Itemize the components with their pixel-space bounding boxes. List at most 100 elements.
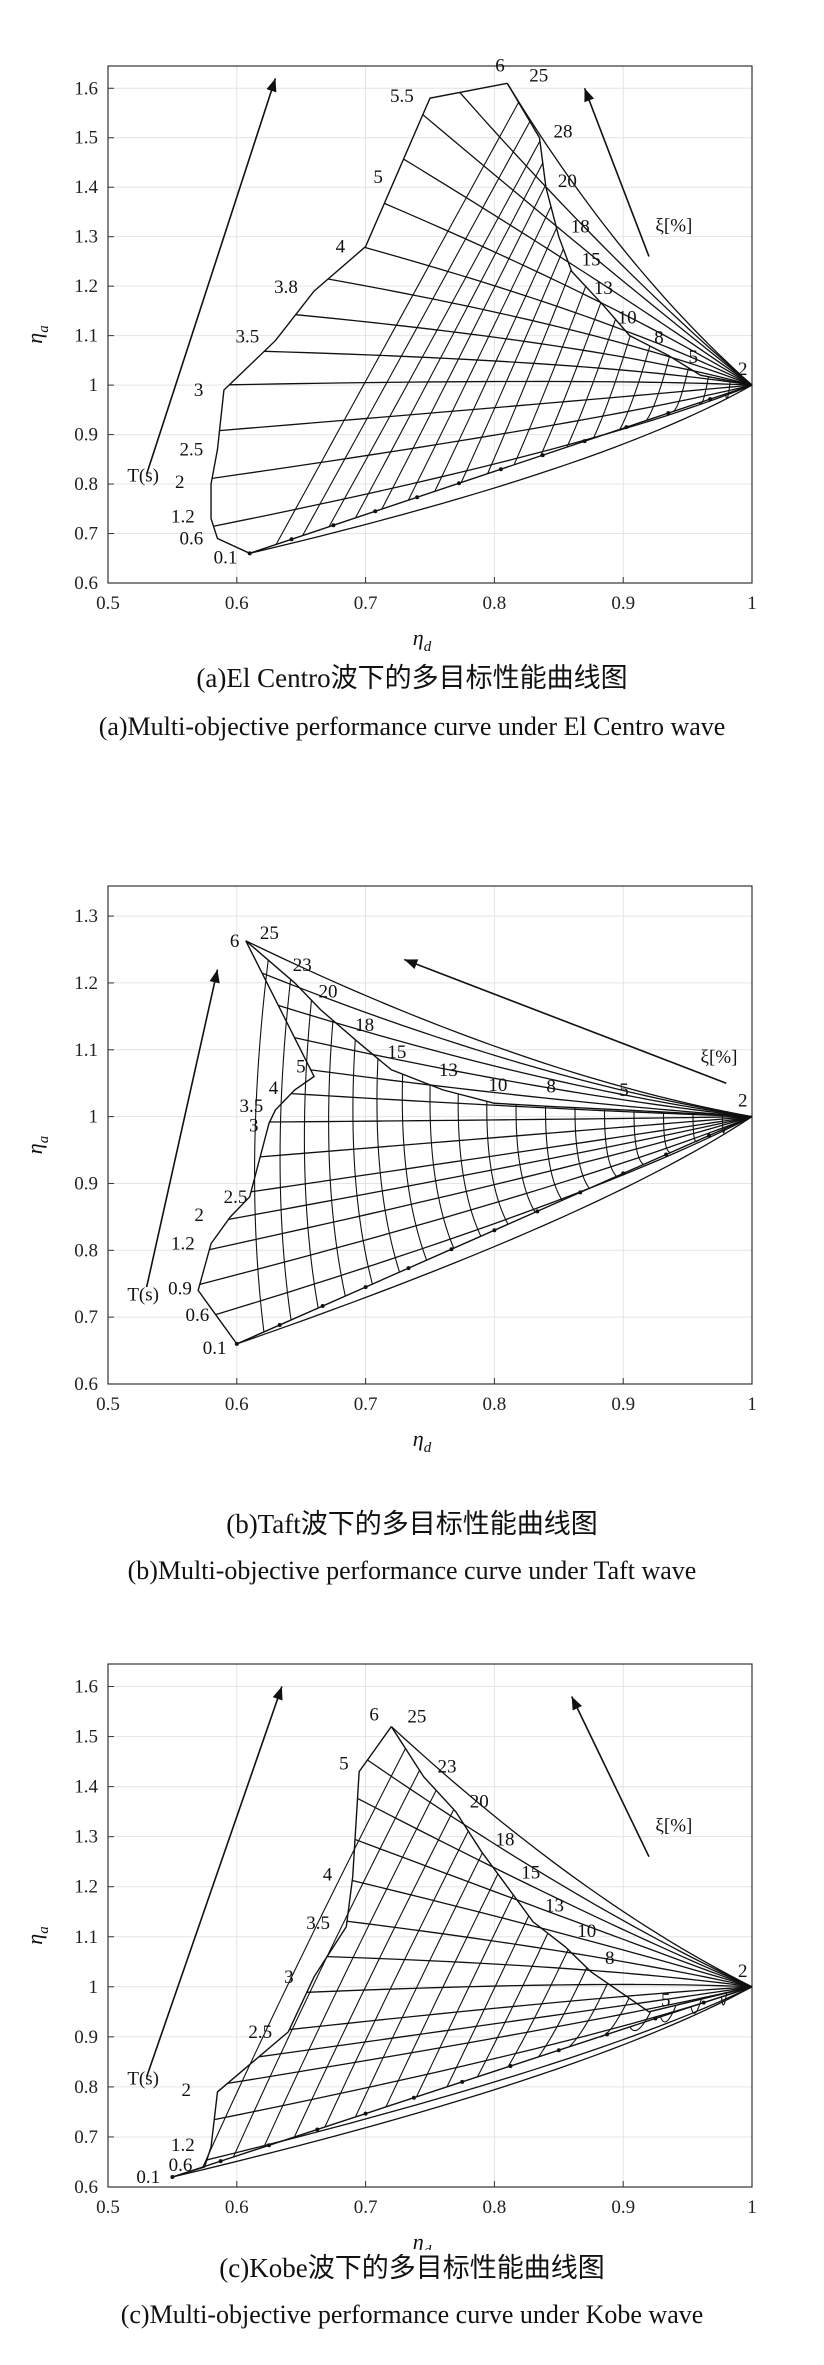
mesh-node	[664, 1152, 669, 1157]
period-curve	[172, 1986, 753, 2178]
period-curve	[310, 1069, 753, 1118]
damping-curve	[568, 1983, 609, 2048]
period-curve	[294, 1036, 753, 1118]
period-label: 0.1	[136, 2167, 160, 2188]
y-tick-label: 0.8	[74, 474, 98, 495]
damping-label: 25	[260, 923, 279, 944]
mesh-node	[363, 2111, 368, 2116]
period-boundary	[210, 82, 508, 554]
damping-boundary	[506, 82, 753, 386]
damping-label: 10	[577, 1921, 596, 1942]
damping-label: 5	[688, 347, 698, 368]
period-label: 5	[296, 1057, 306, 1078]
damping-label: 5	[661, 1990, 671, 2011]
period-curve	[327, 278, 753, 386]
period-curve	[390, 1726, 753, 1988]
damping-label: 15	[387, 1042, 406, 1063]
mesh-node	[621, 1171, 626, 1176]
y-tick-label: 0.7	[74, 2127, 98, 2148]
y-tick-label: 0.8	[74, 2077, 98, 2098]
damping-curve	[354, 1852, 483, 2118]
mesh-node	[556, 2048, 561, 2053]
x-tick-label: 0.8	[483, 1394, 507, 1415]
damping-curve	[352, 1039, 373, 1285]
y-tick-label: 1.5	[74, 128, 98, 149]
caption-cn-c: (c)Kobe波下的多目标性能曲线图	[219, 2253, 605, 2283]
damping-axis-label: ξ[%]	[655, 216, 692, 237]
damping-curve	[672, 367, 690, 413]
damping-curve	[381, 184, 547, 510]
period-curve	[199, 1116, 753, 1286]
period-curve	[278, 1004, 753, 1118]
damping-label: 13	[545, 1896, 564, 1917]
period-boundary	[197, 940, 315, 1345]
mesh-node	[234, 1341, 239, 1346]
x-tick-label: 1	[747, 1394, 757, 1415]
mesh-node	[415, 495, 420, 500]
mesh-node	[247, 551, 252, 556]
figure-b: 0.5 0.6 0.7 0.8 0.9 1 0.6 0.7 0.8 0.9 1 1.1 1.2 1.3 ηd…	[0, 840, 824, 1640]
period-curve	[219, 384, 753, 432]
damping-arrow-shaft	[403, 958, 727, 1084]
mesh-node	[331, 523, 336, 528]
period-curve	[306, 1983, 753, 1993]
period-label: 3.5	[239, 1096, 263, 1117]
chart-b: 0.5 0.6 0.7 0.8 0.9 10.60.70.80.911.11.21.3ηd…	[22, 885, 757, 1456]
damping-curve	[446, 1915, 530, 2088]
damping-curve	[324, 1830, 469, 2128]
damping-curve	[690, 1998, 702, 2014]
period-label: 3.5	[306, 1913, 330, 1934]
mesh-node	[373, 509, 378, 514]
damping-curve	[619, 345, 651, 430]
damping-curve	[574, 1107, 590, 1189]
caption-en-b: (b)Multi-objective performance curve und…	[127, 1556, 697, 1585]
period-curve	[245, 940, 753, 1118]
period-arrow-head	[272, 1686, 283, 1701]
damping-label: 25	[407, 1707, 426, 1728]
damping-label: 13	[439, 1060, 458, 1081]
damping-curve	[354, 162, 544, 519]
y-tick-label: 1.2	[74, 276, 98, 297]
damping-label: 2	[738, 359, 748, 380]
damping-arrow-head	[584, 88, 595, 103]
performance-mesh	[197, 940, 753, 1346]
damping-label: 13	[594, 278, 613, 299]
period-axis-label: T(s)	[127, 2068, 159, 2089]
damping-curve	[513, 286, 587, 466]
damping-curve	[376, 1058, 401, 1273]
mesh-node	[653, 2016, 658, 2021]
damping-boundary	[390, 1726, 753, 2013]
y-tick-label: 0.6	[74, 573, 98, 594]
damping-curve	[698, 376, 709, 405]
damping-curve	[645, 356, 671, 421]
mesh-node	[456, 481, 461, 486]
period-label: 1.2	[171, 507, 195, 528]
mesh-node	[707, 1133, 712, 1138]
mesh-node	[267, 2143, 271, 2148]
y-tick-label: 1.4	[74, 177, 98, 198]
plot-frame	[107, 885, 753, 1385]
y-tick-label: 1.3	[74, 906, 98, 927]
damping-label: 18	[355, 1015, 374, 1036]
x-tick-label: 0.5	[96, 2197, 120, 2218]
mesh-node	[170, 2174, 175, 2179]
x-axis-label: ηd	[413, 625, 432, 655]
period-curve	[291, 1092, 753, 1118]
damping-axis-label: ξ[%]	[655, 1816, 692, 1837]
damping-label: 5	[619, 1080, 629, 1101]
y-tick-label: 1.1	[74, 1040, 98, 1061]
caption-cn-b: (b)Taft波下的多目标性能曲线图	[226, 1509, 598, 1539]
plot-frame	[107, 1663, 753, 2188]
damping-curve	[457, 1093, 482, 1237]
period-label: 0.1	[203, 1338, 227, 1359]
period-label: 6	[230, 931, 240, 952]
damping-curve	[263, 1790, 437, 2148]
damping-curve	[385, 1873, 499, 2108]
damping-curve	[407, 206, 552, 501]
period-curve	[269, 1115, 753, 1123]
chart-a: 0.5 0.6 0.7 0.8 0.9 10.60.70.80.911.11.21.31.…	[22, 55, 757, 655]
x-tick-label: 0.7	[354, 2197, 378, 2218]
period-curve	[354, 1838, 753, 1988]
y-tick-label: 1.2	[74, 1877, 98, 1898]
x-tick-label: 0.5	[96, 593, 120, 614]
